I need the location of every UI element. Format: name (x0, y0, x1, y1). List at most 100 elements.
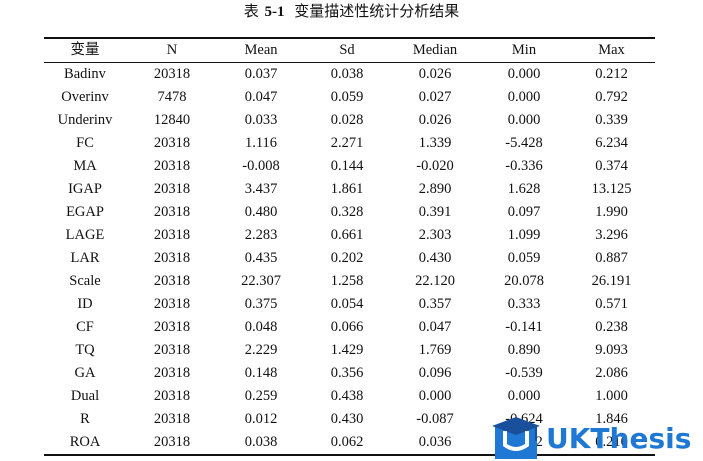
value-cell: 0.210 (595, 434, 628, 450)
value-cell: 0.028 (330, 112, 364, 128)
descriptive-statistics-table: 变量 N Mean Sd Median Min Max Badinv 20318 0.037 0.… (44, 37, 655, 456)
value-cell: 0.430 (330, 411, 364, 427)
table-row: Underinv 12840 0.033 0.028 0.026 0.000 0.339 (44, 109, 655, 132)
value-cell: 0.097 (507, 204, 541, 220)
value-cell: 0.435 (244, 250, 278, 266)
value-cell: 0.238 (595, 319, 628, 335)
table-header-row: 变量 N Mean Sd Median Min Max (44, 38, 655, 63)
table-row: Scale 20318 22.307 1.258 22.120 20.078 26.191 (44, 270, 655, 293)
value-cell: 0.438 (330, 388, 364, 404)
value-cell: 0.000 (507, 89, 541, 105)
value-cell: 0.000 (507, 388, 541, 404)
value-cell: 1.116 (244, 135, 278, 151)
variable-name-cell: FC (76, 135, 94, 151)
value-cell: 1.628 (507, 181, 541, 197)
variable-name-cell: Underinv (57, 112, 113, 128)
variable-name-cell: R (80, 411, 90, 427)
value-cell: 0.059 (330, 89, 364, 105)
value-cell: 1.990 (595, 204, 628, 220)
value-cell: 0.375 (244, 296, 278, 312)
value-cell: 0.037 (244, 66, 278, 82)
table-row: Badinv 20318 0.037 0.038 0.026 0.000 0.212 (44, 63, 655, 87)
variable-name-cell: Overinv (61, 89, 109, 105)
value-cell: 20.078 (504, 273, 544, 289)
value-cell: 0.148 (244, 365, 278, 381)
value-cell: 0.202 (330, 250, 364, 266)
column-header: 变量 (70, 42, 100, 58)
variable-name-cell: Dual (70, 388, 100, 404)
value-cell: 9.093 (595, 342, 628, 358)
value-cell: 0.333 (507, 296, 541, 312)
value-cell: 0.259 (244, 388, 278, 404)
value-cell: 0.038 (244, 434, 278, 450)
value-cell: 0.000 (418, 388, 452, 404)
value-cell: 20318 (153, 365, 191, 381)
variable-name-cell: Scale (69, 273, 101, 289)
value-cell: -0.336 (505, 158, 543, 174)
variable-name-cell: MA (73, 158, 97, 174)
value-cell: 0.096 (418, 365, 452, 381)
value-cell: 0.480 (244, 204, 278, 220)
variable-name-cell: LAGE (65, 227, 105, 243)
column-header: N (166, 42, 178, 58)
value-cell: 20318 (153, 319, 191, 335)
value-cell: 0.890 (507, 342, 541, 358)
value-cell: 20318 (153, 181, 191, 197)
value-cell: 0.066 (330, 319, 364, 335)
table-row: IGAP 20318 3.437 1.861 2.890 1.628 13.125 (44, 178, 655, 201)
value-cell: 20318 (153, 342, 191, 358)
variable-name-cell: EGAP (66, 204, 104, 220)
value-cell: 1.099 (507, 227, 541, 243)
value-cell: 0.036 (418, 434, 452, 450)
value-cell: 1.258 (330, 273, 364, 289)
value-cell: 20318 (153, 388, 191, 404)
table-row: EGAP 20318 0.480 0.328 0.391 0.097 1.990 (44, 201, 655, 224)
table-row: TQ 20318 2.229 1.429 1.769 0.890 9.093 (44, 339, 655, 362)
value-cell: 0.027 (418, 89, 452, 105)
value-cell: 20318 (153, 204, 191, 220)
variable-name-cell: IGAP (68, 181, 102, 197)
value-cell: 0.062 (330, 434, 364, 450)
value-cell: -5.428 (505, 135, 543, 151)
value-cell: 2.271 (330, 135, 364, 151)
value-cell: 20318 (153, 135, 191, 151)
value-cell: 0.144 (330, 158, 364, 174)
column-header: Min (511, 42, 537, 58)
value-cell: 20318 (153, 434, 191, 450)
value-cell: 0.571 (595, 296, 628, 312)
value-cell: -0.141 (505, 319, 543, 335)
value-cell: 12840 (153, 112, 191, 128)
value-cell: 0.047 (418, 319, 452, 335)
variable-name-cell: GA (74, 365, 96, 381)
value-cell: -0.087 (416, 411, 454, 427)
value-cell: 13.125 (591, 181, 632, 197)
value-cell: 0.033 (244, 112, 278, 128)
value-cell: 6.234 (595, 135, 628, 151)
value-cell: 0.012 (244, 411, 278, 427)
caption-prefix: 表 (243, 4, 259, 20)
value-cell: 0.047 (244, 89, 278, 105)
value-cell: -0.008 (242, 158, 280, 174)
table-row: ID 20318 0.375 0.054 0.357 0.333 0.571 (44, 293, 655, 316)
value-cell: 1.339 (418, 135, 452, 151)
value-cell: 0.887 (595, 250, 628, 266)
table-row: MA 20318 -0.008 0.144 -0.020 -0.336 0.374 (44, 155, 655, 178)
value-cell: 0.339 (595, 112, 628, 128)
value-cell: 2.283 (244, 227, 278, 243)
value-cell: 0.000 (507, 112, 541, 128)
value-cell: 0.038 (330, 66, 364, 82)
watermark-text: UKThesis (546, 422, 691, 455)
value-cell: 0.357 (418, 296, 452, 312)
table-body: Badinv 20318 0.037 0.038 0.026 0.000 0.212 Over… (44, 63, 655, 455)
value-cell: 20318 (153, 66, 191, 82)
value-cell: 0.792 (595, 89, 628, 105)
caption-title: 变量描述性统计分析结果 (294, 4, 460, 20)
value-cell: 3.437 (244, 181, 278, 197)
graduation-cap-icon (492, 417, 540, 459)
value-cell: 20318 (153, 411, 191, 427)
value-cell: 2.303 (418, 227, 452, 243)
variable-name-cell: CF (76, 319, 94, 335)
value-cell: 0.661 (330, 227, 364, 243)
value-cell: 1.861 (330, 181, 364, 197)
value-cell: 1.000 (595, 388, 628, 404)
